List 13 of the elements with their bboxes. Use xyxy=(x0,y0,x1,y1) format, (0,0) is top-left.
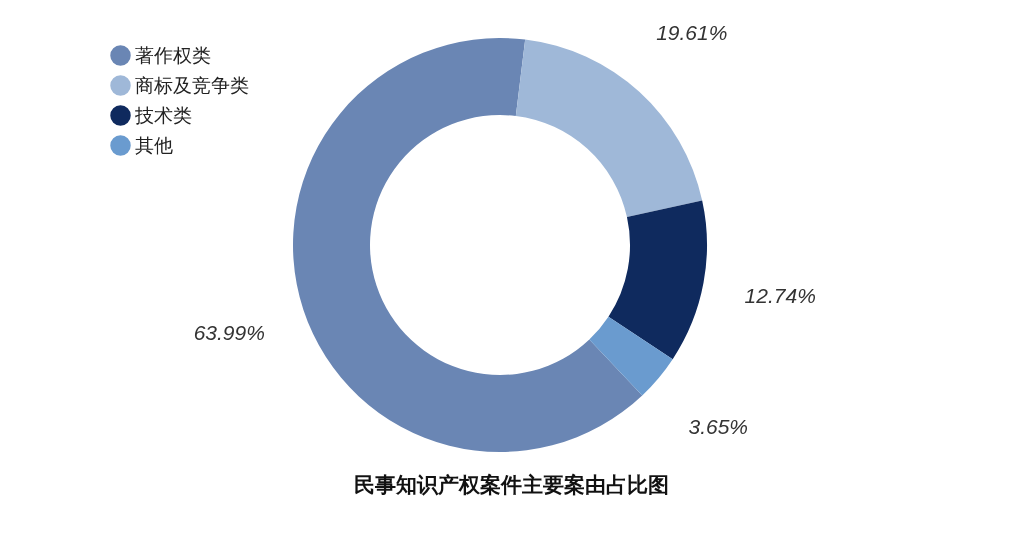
donut-slice xyxy=(515,39,703,218)
data-label: 3.65% xyxy=(688,415,748,439)
donut-slice xyxy=(589,316,673,396)
legend-label: 其他 xyxy=(135,134,173,156)
legend-label: 技术类 xyxy=(134,104,192,126)
data-label: 12.74% xyxy=(744,284,816,308)
donut-slice xyxy=(293,38,643,452)
data-label: 63.99% xyxy=(193,321,265,345)
donut-slice xyxy=(608,200,707,360)
text: 民事知识产权案件主要案由占比图 xyxy=(354,473,669,496)
legend-label: 著作权类 xyxy=(135,44,211,66)
data-label: 19.61% xyxy=(656,21,728,45)
legend-label: 商标及竞争类 xyxy=(135,74,249,96)
